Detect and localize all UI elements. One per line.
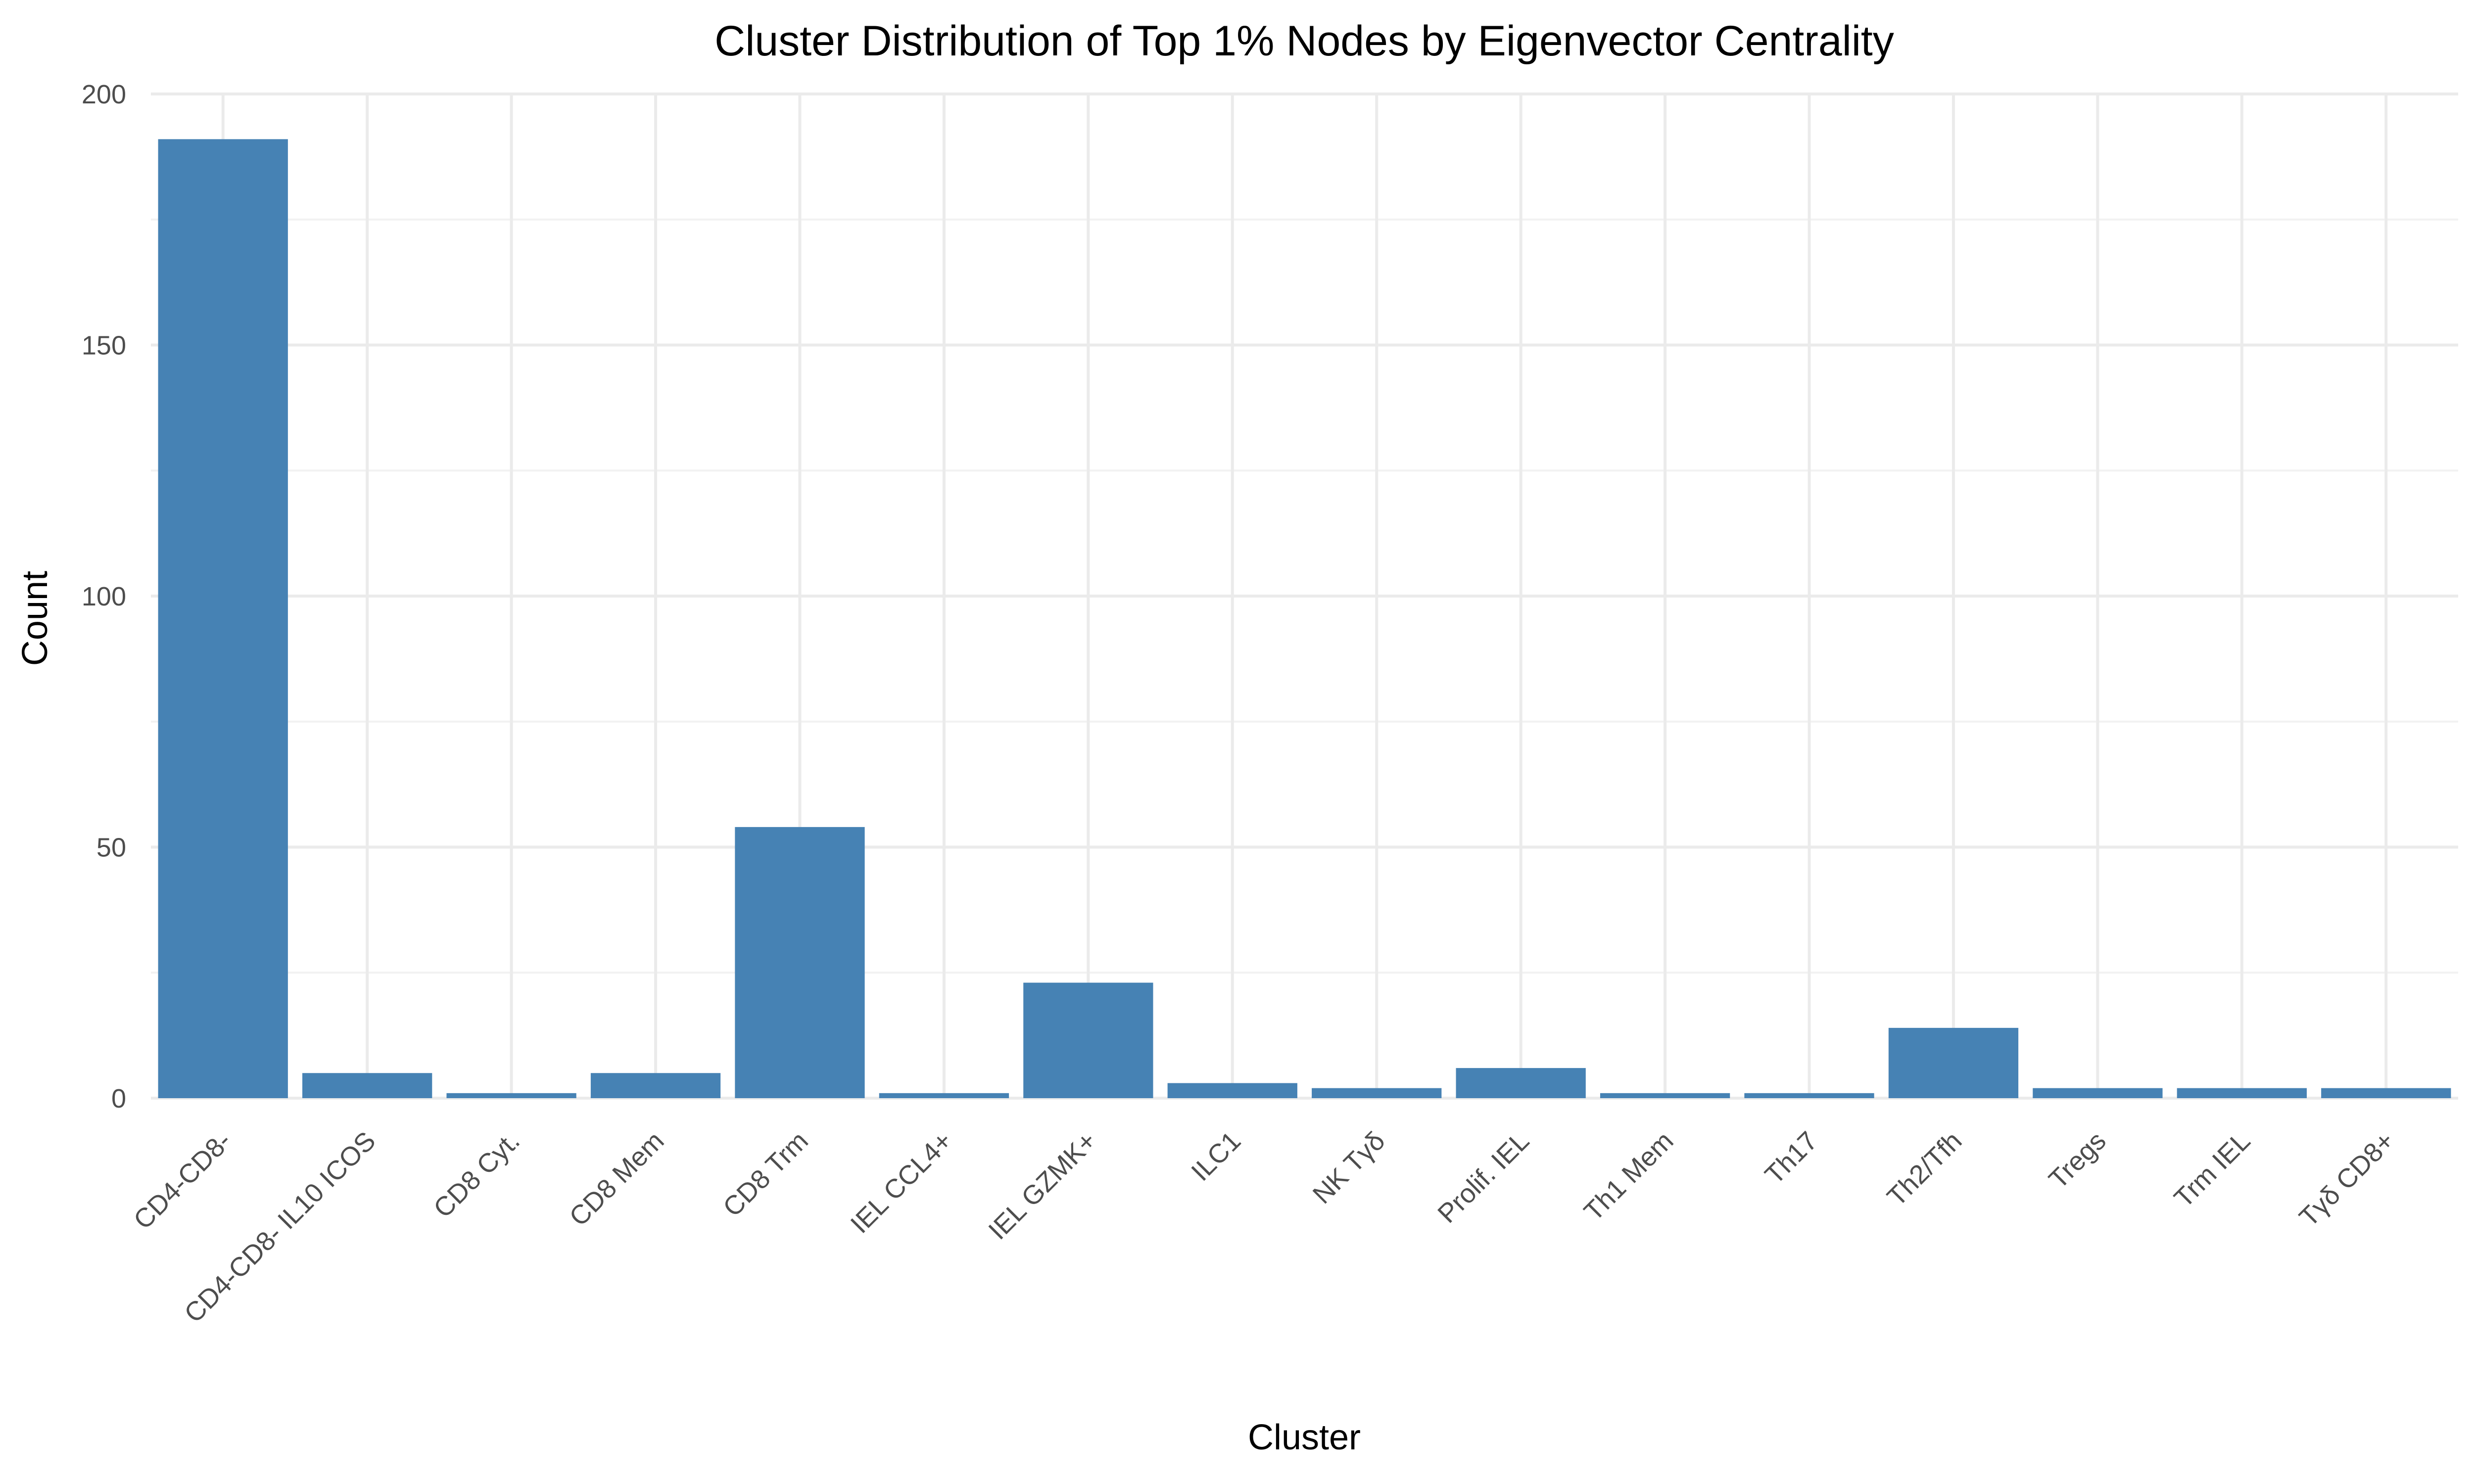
bar (302, 1073, 432, 1098)
bar (1744, 1093, 1874, 1098)
bar (735, 827, 865, 1098)
x-tick-label: Trm IEL (2169, 1126, 2256, 1213)
y-tick-label: 0 (111, 1084, 126, 1113)
x-tick-label: Prolif. IEL (1432, 1126, 1535, 1229)
x-tick-label: CD8 Cyt. (428, 1126, 525, 1223)
y-tick-label: 50 (96, 833, 126, 863)
x-tick-label: IEL GZMK+ (983, 1126, 1102, 1246)
bar (2321, 1088, 2451, 1098)
bars (158, 139, 2451, 1099)
bar (2033, 1088, 2163, 1098)
x-tick-label: Th2/Tfh (1881, 1126, 1967, 1212)
y-tick-label: 100 (82, 582, 126, 611)
x-tick-label: Th1 Mem (1578, 1126, 1679, 1227)
grid-lines (151, 93, 2458, 1100)
y-tick-label: 150 (82, 331, 126, 361)
bar (590, 1073, 721, 1098)
bar (158, 139, 288, 1099)
x-tick-label: IEL CCL4+ (845, 1126, 958, 1239)
bar (446, 1093, 576, 1098)
x-tick-label: CD8 Trm (717, 1126, 814, 1222)
x-tick-label: Th17 (1760, 1126, 1823, 1190)
bar (1312, 1088, 1442, 1098)
y-tick-label: 200 (82, 80, 126, 109)
x-tick-label: NK Tγδ (1307, 1126, 1391, 1209)
y-axis-title: Count (15, 571, 55, 666)
bar (1888, 1027, 2019, 1098)
x-axis-title: Cluster (1248, 1418, 1361, 1457)
x-tick-label: CD4-CD8- (128, 1126, 238, 1235)
y-axis-ticks: 0 50 100 150 200 (82, 80, 126, 1113)
bar (1600, 1093, 1730, 1098)
bar (879, 1093, 1009, 1098)
bar (1167, 1083, 1297, 1098)
x-axis-ticks: CD4-CD8-CD4-CD8- IL10 ICOS CD8 Cyt. CD8 Me… (128, 1126, 2400, 1329)
bar (2177, 1088, 2307, 1098)
bar (1456, 1068, 1586, 1098)
x-tick-label: ILC1 (1186, 1126, 1246, 1187)
x-tick-label: Tregs (2043, 1126, 2112, 1195)
bar (1023, 982, 1153, 1098)
chart-title: Cluster Distribution of Top 1% Nodes by … (714, 17, 1894, 65)
x-tick-label: Tγδ CD8+ (2293, 1126, 2400, 1232)
x-tick-label: CD8 Mem (564, 1126, 669, 1232)
